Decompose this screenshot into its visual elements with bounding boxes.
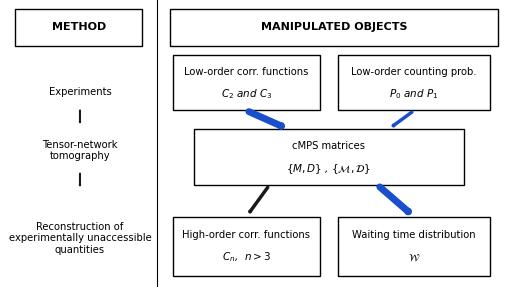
Bar (173, 217, 320, 276)
Bar (173, 55, 320, 110)
Text: cMPS matrices: cMPS matrices (293, 141, 365, 151)
Text: $C_2$ and $C_3$: $C_2$ and $C_3$ (221, 87, 272, 101)
Text: $C_n$,  $n>3$: $C_n$, $n>3$ (222, 251, 271, 265)
Text: METHOD: METHOD (52, 22, 106, 32)
Bar (338, 217, 490, 276)
Text: $\{M,D\}$ , $\{\mathcal{M},\mathcal{D}\}$: $\{M,D\}$ , $\{\mathcal{M},\mathcal{D}\}… (286, 162, 372, 176)
Text: Experiments: Experiments (49, 87, 111, 97)
Text: $\mathcal{W}$: $\mathcal{W}$ (408, 252, 420, 263)
Text: Waiting time distribution: Waiting time distribution (352, 230, 476, 240)
Bar (194, 129, 464, 185)
Text: Tensor-network
tomography: Tensor-network tomography (42, 140, 118, 162)
Bar (338, 55, 490, 110)
Text: MANIPULATED OBJECTS: MANIPULATED OBJECTS (261, 22, 407, 32)
Text: Reconstruction of
experimentally unaccessible
quantities: Reconstruction of experimentally unacces… (9, 222, 151, 255)
Text: High-order corr. functions: High-order corr. functions (182, 230, 311, 240)
Text: Low-order corr. functions: Low-order corr. functions (184, 67, 309, 77)
Bar (15, 9, 142, 46)
Text: $P_0$ and $P_1$: $P_0$ and $P_1$ (390, 87, 439, 101)
Text: Low-order counting prob.: Low-order counting prob. (351, 67, 477, 77)
Bar (170, 9, 498, 46)
